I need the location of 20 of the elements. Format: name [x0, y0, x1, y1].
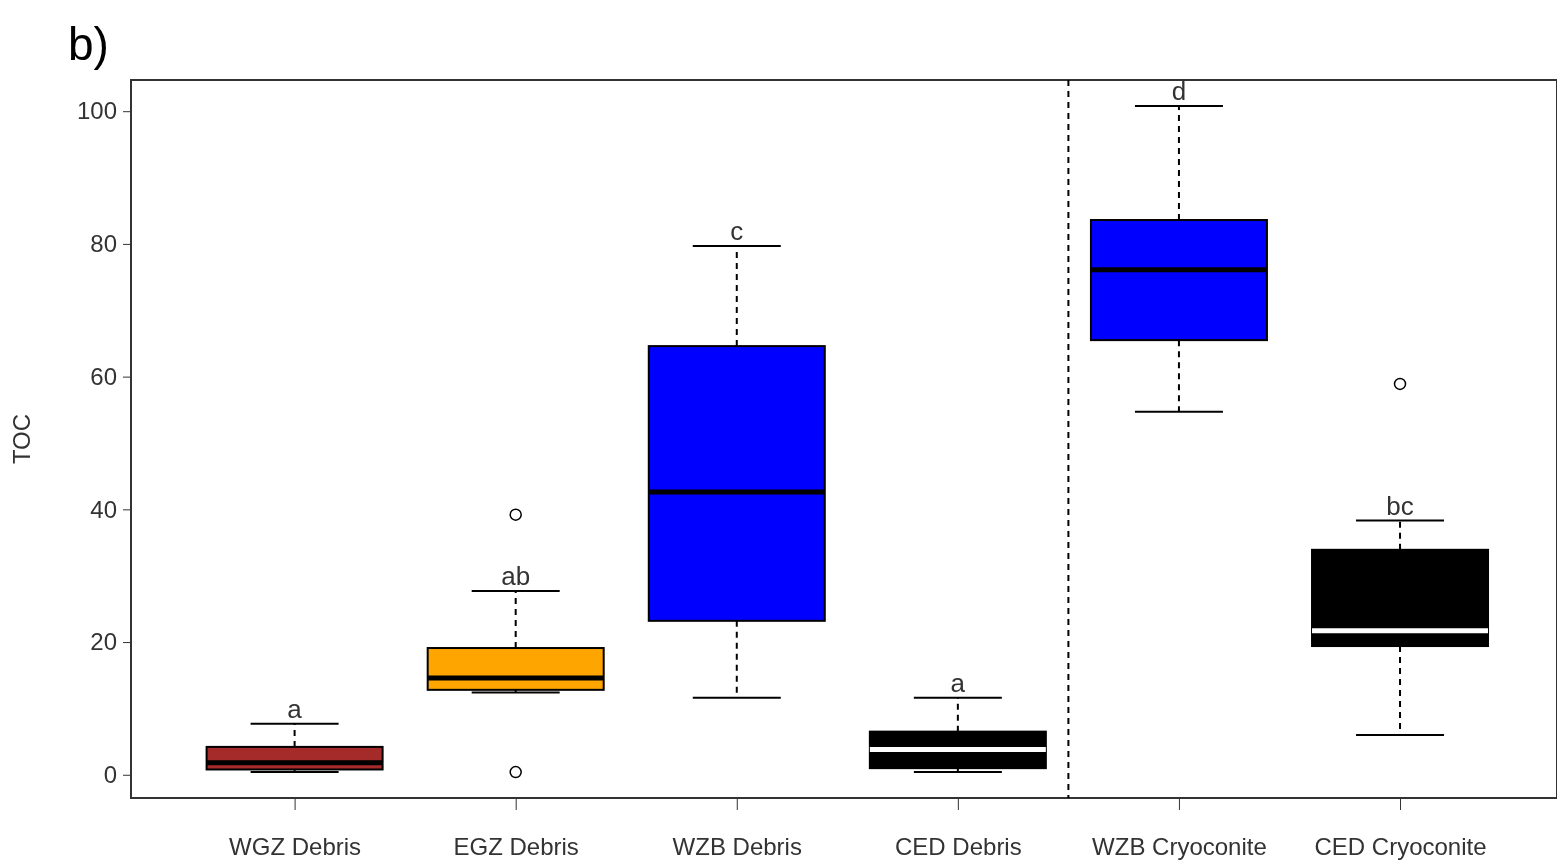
annotation: ab — [501, 560, 531, 591]
x-tick-label: WZB Cryoconite — [1092, 833, 1267, 861]
x-tick-label: CED Cryoconite — [1314, 833, 1487, 861]
y-tick-label: 40 — [90, 495, 117, 523]
y-tick-label: 100 — [76, 97, 117, 125]
x-tick-label: CED Debris — [895, 833, 1022, 861]
annotation: bc — [1386, 490, 1414, 521]
annotation: c — [730, 215, 744, 246]
y-tick-label: 0 — [103, 760, 117, 788]
y-tick-label: 80 — [90, 230, 117, 258]
annotation: a — [287, 693, 303, 724]
annotation: d — [1171, 75, 1187, 106]
y-tick-label: 20 — [90, 628, 117, 656]
y-axis-title: TOC — [8, 413, 35, 465]
x-tick-label: WGZ Debris — [229, 833, 362, 861]
x-tick-label: EGZ Debris — [453, 833, 579, 861]
x-tick-label: WZB Debris — [672, 833, 802, 861]
annotation: a — [950, 667, 966, 698]
y-tick-label: 60 — [90, 362, 117, 390]
chart-title: b) — [68, 18, 109, 70]
